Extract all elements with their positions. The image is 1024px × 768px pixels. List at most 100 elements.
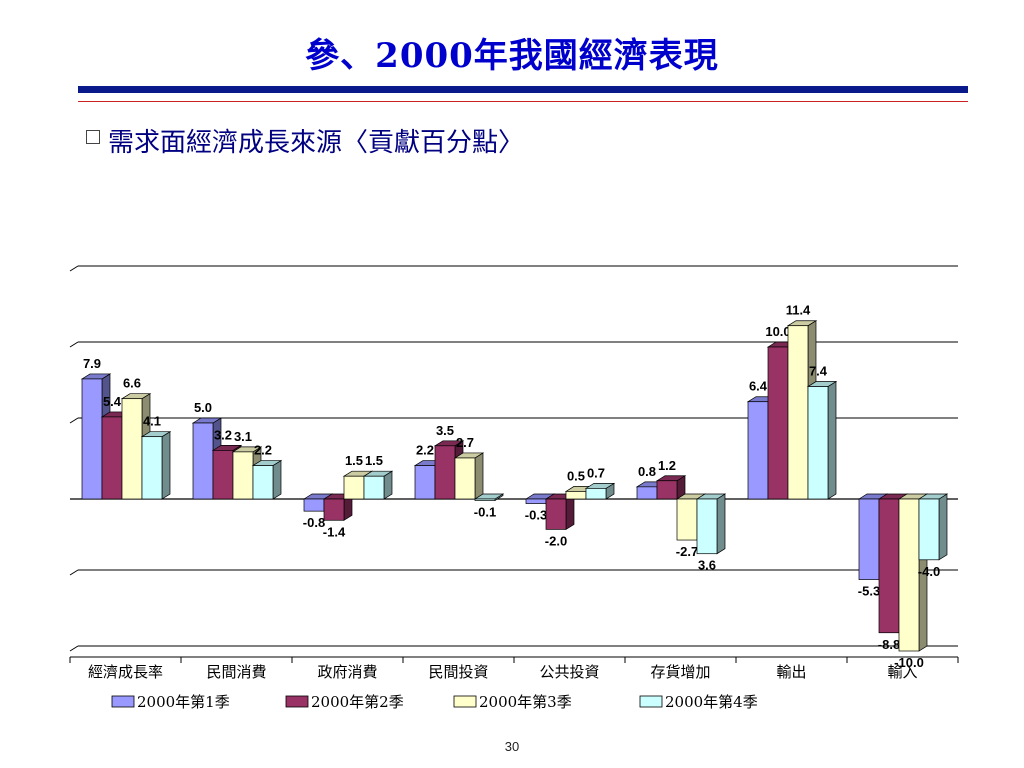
data-label: -0.3 — [525, 508, 547, 523]
bar — [767, 346, 789, 500]
page-number: 30 — [504, 739, 520, 754]
data-label: 11.4 — [786, 303, 811, 318]
chart-subtitle: 需求面經濟成長來源〈貢獻百分點〉 — [108, 127, 525, 158]
bar — [747, 401, 769, 500]
data-label: 2.2 — [254, 443, 272, 458]
bar — [232, 451, 254, 500]
data-label: 0.8 — [638, 464, 656, 479]
bar — [656, 480, 678, 500]
bar — [192, 422, 214, 500]
title-underline-thick — [78, 86, 968, 93]
data-label: 3.2 — [214, 427, 232, 442]
data-label: -5.3 — [858, 584, 880, 599]
legend-item: 2000年第1季 — [111, 693, 230, 711]
legend-item: 2000年第4季 — [639, 693, 758, 711]
category-label: 輸出 — [776, 663, 806, 681]
bar-group — [453, 452, 485, 500]
bar — [303, 498, 325, 512]
bar — [525, 498, 547, 504]
category-label: 政府消費 — [317, 663, 377, 681]
category-label: 民間消費 — [206, 663, 266, 681]
data-label: -4.0 — [918, 564, 940, 579]
gridline-edge — [69, 265, 79, 272]
data-label: -8.8 — [878, 637, 900, 652]
bar — [434, 445, 456, 500]
bar-group — [695, 493, 727, 555]
bar — [474, 498, 496, 501]
bar-group — [917, 493, 949, 561]
subtitle-row: 需求面經濟成長來源〈貢獻百分點〉 — [86, 120, 524, 160]
legend-label: 2000年第2季 — [311, 693, 404, 711]
bar-group — [584, 482, 616, 500]
legend-swatch — [111, 695, 135, 708]
legend-item: 2000年第3季 — [453, 693, 572, 711]
bar-side — [474, 452, 484, 500]
data-label: -1.4 — [323, 524, 346, 539]
bar — [565, 491, 587, 500]
data-label: 1.5 — [345, 453, 363, 468]
data-label: 7.9 — [83, 356, 101, 371]
bar — [81, 378, 103, 500]
data-label: 3.5 — [436, 423, 454, 438]
data-label: -2.7 — [676, 544, 698, 559]
legend-swatch — [453, 695, 477, 708]
bar — [414, 465, 436, 500]
bar — [585, 488, 607, 500]
bar — [636, 486, 658, 500]
data-label: 0.5 — [567, 468, 585, 483]
category-label: 民間投資 — [428, 663, 488, 681]
data-label: -10.0 — [894, 655, 924, 670]
slide-title: 參、2000年我國經濟表現 — [305, 36, 719, 76]
bar — [676, 498, 698, 541]
bar — [343, 475, 365, 500]
bar — [787, 325, 809, 500]
bar — [807, 386, 829, 500]
bar-group — [140, 431, 172, 500]
bar-side — [827, 380, 837, 500]
data-label: -2.0 — [545, 533, 567, 548]
bar — [454, 457, 476, 500]
legend-label: 2000年第3季 — [479, 693, 572, 711]
legend-label: 2000年第4季 — [665, 693, 758, 711]
bar-group — [655, 475, 687, 500]
gridline-edge — [69, 341, 79, 348]
bar — [323, 498, 345, 521]
legend-swatch — [285, 695, 309, 708]
data-label: 5.4 — [103, 394, 122, 409]
data-label: 2.2 — [416, 443, 434, 458]
bar — [101, 416, 123, 500]
legend-swatch — [639, 695, 663, 708]
bar-group — [473, 493, 505, 502]
bar — [878, 498, 900, 634]
gridline-edge — [69, 645, 79, 652]
title-underline-thin — [78, 101, 968, 102]
bar — [918, 498, 940, 561]
bar — [545, 498, 567, 530]
data-label: 6.4 — [749, 379, 768, 394]
legend-item: 2000年第2季 — [285, 693, 404, 711]
bar — [363, 475, 385, 500]
category-label: 存貨增加 — [650, 663, 710, 681]
bar — [141, 436, 163, 500]
bar — [252, 465, 274, 500]
data-label: 2.7 — [456, 435, 474, 450]
data-label: 3.6 — [698, 558, 716, 573]
bar — [121, 398, 143, 500]
bar — [858, 498, 880, 580]
data-label: 10.0 — [765, 324, 790, 339]
bar-group — [251, 459, 283, 500]
bar — [898, 498, 920, 652]
gridline-edge — [69, 569, 79, 576]
data-label: 0.7 — [587, 465, 605, 480]
data-label: 3.1 — [234, 429, 252, 444]
bar-side — [161, 431, 171, 500]
bar-group — [362, 470, 394, 500]
data-label: 1.5 — [365, 453, 383, 468]
bar — [212, 450, 234, 500]
data-label: 4.1 — [143, 414, 161, 429]
gridline-edge — [69, 417, 79, 424]
bar — [696, 498, 718, 555]
data-label: 5.0 — [194, 400, 212, 415]
data-label: -0.8 — [303, 515, 325, 530]
